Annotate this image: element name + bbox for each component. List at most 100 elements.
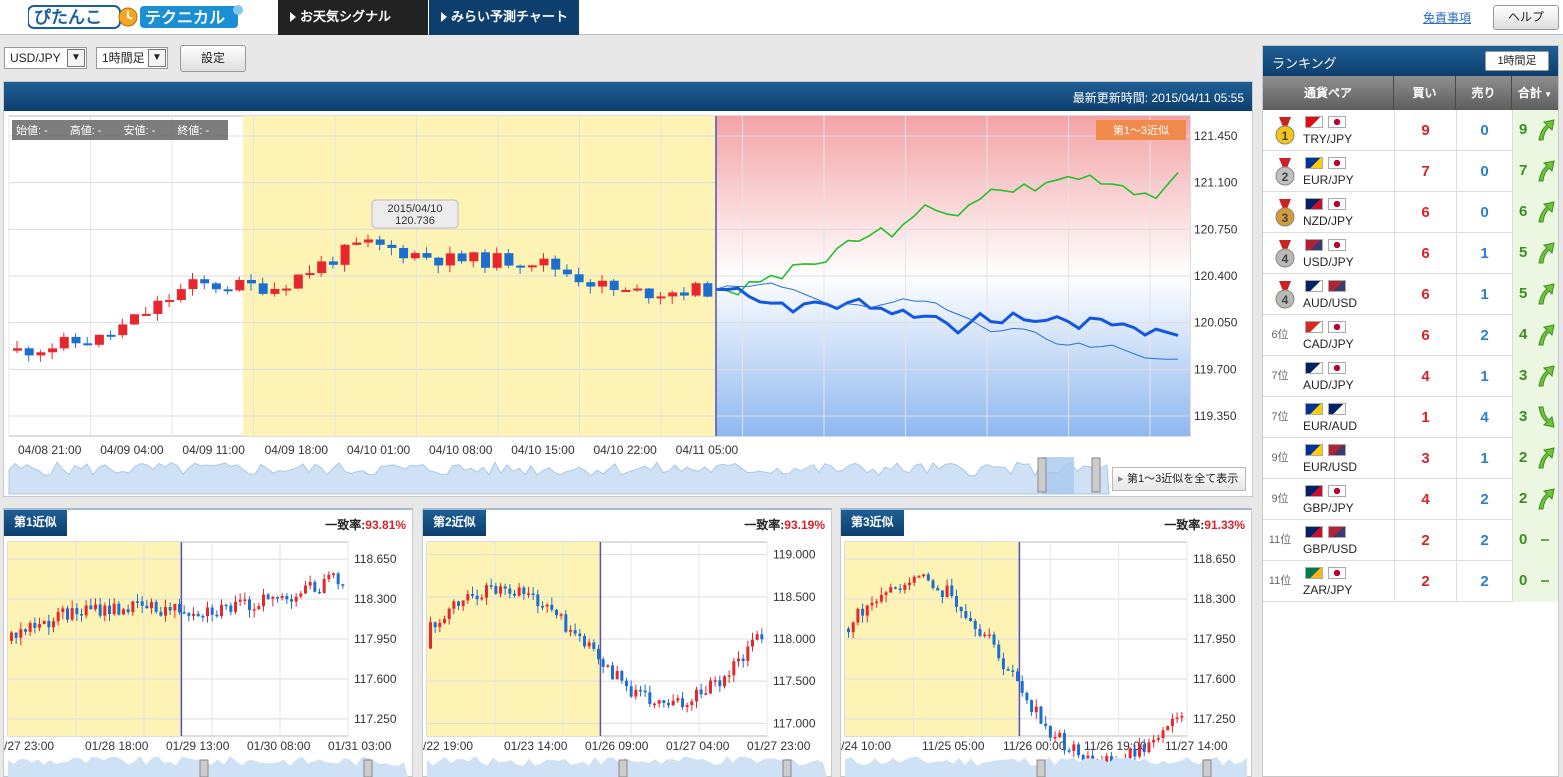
show-all-approx-button[interactable]: ▸ 第1～3近似を全て表示: [1112, 467, 1246, 491]
tab-weather-signal[interactable]: お天気シグナル: [278, 0, 428, 35]
candle: [667, 702, 670, 706]
main-chart[interactable]: 121.450 121.100 120.750 120.400 120.050 119.7…: [4, 111, 1252, 496]
candle: [176, 289, 186, 301]
sell-count: 1: [1456, 356, 1512, 397]
currency-pair-select[interactable]: USD/JPY ▼: [4, 47, 87, 69]
pair-name: GBP/JPY: [1303, 501, 1354, 515]
candle: [434, 257, 444, 266]
total-cell: 9: [1512, 110, 1558, 151]
main-chart-panel: 最新更新時間: 2015/04/11 05:55 121.450 121.100 1…: [3, 81, 1253, 497]
flag-jp-icon: [1328, 239, 1346, 251]
navigator-handle-right[interactable]: [1091, 457, 1101, 493]
ranking-row[interactable]: 2 EUR/JPY 7 0 7: [1263, 151, 1558, 192]
candle: [531, 593, 535, 595]
ranking-panel: ランキング 1時間足 通貨ペア 買い 売り 合計 ▼ 1 TRY/JPY 9 0 9 2 E…: [1262, 45, 1559, 777]
candle: [662, 700, 666, 703]
candle: [1152, 739, 1156, 743]
candle: [741, 658, 745, 661]
candle: [340, 244, 350, 265]
similar-chart-3[interactable]: 118.650 118.300 117.950 117.600 117.250/24 1…: [841, 538, 1251, 777]
ranking-row[interactable]: 4 AUD/USD 6 1 5: [1263, 274, 1558, 315]
candle: [489, 585, 493, 587]
disclaimer-link[interactable]: 免責事項: [1423, 11, 1472, 25]
candle: [178, 604, 181, 613]
col-sell[interactable]: 売り: [1456, 76, 1512, 110]
buy-count: 9: [1394, 110, 1456, 151]
app-logo[interactable]: ぴたんこ テクニカル: [27, 4, 248, 30]
navigator-handle-right[interactable]: [782, 759, 792, 777]
ranking-row[interactable]: 6位 CAD/JPY 6 2 4: [1263, 315, 1558, 356]
arrow-up-icon: [1538, 447, 1555, 469]
candle: [422, 253, 432, 258]
ranking-row[interactable]: 11位 GBP/USD 2 2 0: [1263, 520, 1558, 561]
x-tick-label: 04/09 11:00: [182, 443, 245, 457]
navigator-window[interactable]: [1042, 457, 1074, 494]
pair-name: NZD/JPY: [1303, 214, 1354, 228]
y-tick-label: 117.950: [1193, 632, 1236, 646]
total-cell: 5: [1512, 233, 1558, 274]
navigator-handle-left[interactable]: [199, 759, 209, 777]
candle: [469, 252, 479, 262]
ranking-row[interactable]: 9位 EUR/USD 3 1 2: [1263, 438, 1558, 479]
flag-us-icon: [1328, 280, 1346, 292]
flag-jp-icon: [1328, 485, 1346, 497]
navigator-handle-right[interactable]: [1202, 759, 1212, 777]
candle: [14, 632, 18, 638]
candle: [908, 582, 912, 585]
ranking-row[interactable]: 7位 AUD/JPY 4 1 3: [1263, 356, 1558, 397]
svg-text:テクニカル: テクニカル: [145, 9, 225, 27]
candle: [154, 601, 158, 612]
navigator-handle-left[interactable]: [1037, 457, 1047, 493]
col-pair[interactable]: 通貨ペア: [1263, 76, 1394, 110]
tab-forecast-chart[interactable]: みらい予測チャート: [429, 0, 579, 35]
candle: [969, 617, 973, 621]
total-count: 2: [1519, 490, 1528, 507]
ranking-row[interactable]: 3 NZD/JPY 6 0 6: [1263, 192, 1558, 233]
candle: [681, 698, 684, 708]
col-total[interactable]: 合計 ▼: [1512, 76, 1558, 110]
candle: [220, 604, 223, 617]
similar-tab-1[interactable]: 第1近似: [4, 510, 67, 536]
timeframe-value: 1時間足: [102, 51, 145, 65]
candle: [229, 605, 233, 612]
ranking-row[interactable]: 11位 ZAR/JPY 2 2 0: [1263, 561, 1558, 602]
candle: [539, 258, 549, 266]
navigator-handle-left[interactable]: [1036, 759, 1046, 777]
similar-rate-3: 一致率:91.33%: [1164, 516, 1245, 533]
candle: [541, 606, 544, 608]
similar-tab-2[interactable]: 第2近似: [423, 510, 486, 536]
candle: [299, 593, 303, 597]
settings-button[interactable]: 設定: [180, 45, 246, 72]
y-tick-label: 119.000: [773, 548, 816, 562]
currency-pair-value: USD/JPY: [10, 51, 61, 65]
x-tick-label: 11/26 19:00: [1084, 739, 1147, 753]
navigator-handle-right[interactable]: [363, 759, 373, 777]
col-buy[interactable]: 買い: [1394, 76, 1456, 110]
similar-tab-3[interactable]: 第3近似: [841, 510, 904, 536]
ranking-row[interactable]: 1 TRY/JPY 9 0 9: [1263, 110, 1558, 151]
x-tick-label: /24 10:00: [841, 739, 891, 753]
help-button[interactable]: ヘルプ: [1493, 5, 1559, 30]
pair-name: EUR/AUD: [1303, 419, 1358, 433]
ranking-row[interactable]: 4 USD/JPY 6 1 5: [1263, 233, 1558, 274]
rate-value: 93.19%: [784, 518, 825, 532]
similar-chart-1[interactable]: 118.650 118.300 117.950 117.600 117.250/27 2…: [4, 538, 412, 777]
timeframe-select[interactable]: 1時間足 ▼: [96, 47, 168, 69]
x-tick-label: 04/10 15:00: [511, 443, 575, 457]
candle: [387, 244, 397, 248]
candle: [1048, 725, 1052, 738]
candle: [1138, 744, 1142, 757]
navigator-handle-left[interactable]: [618, 759, 628, 777]
ranking-row[interactable]: 7位 EUR/AUD 1 4 3: [1263, 397, 1558, 438]
buy-count: 4: [1394, 479, 1456, 520]
flag-jp-icon: [1328, 362, 1346, 374]
arrow-up-icon: [1538, 488, 1555, 510]
y-tick-label: 119.700: [1194, 362, 1237, 376]
candle: [247, 279, 256, 284]
buy-count: 4: [1394, 356, 1456, 397]
forecast-line-3: [715, 282, 1179, 360]
ranking-row[interactable]: 9位 GBP/JPY 4 2 2: [1263, 479, 1558, 520]
flag-au-icon: [1305, 362, 1323, 374]
similar-chart-2[interactable]: 119.000 118.500 118.000 117.500 117.000/22 1…: [423, 538, 831, 777]
ranking-timeframe-button[interactable]: 1時間足: [1485, 51, 1549, 71]
